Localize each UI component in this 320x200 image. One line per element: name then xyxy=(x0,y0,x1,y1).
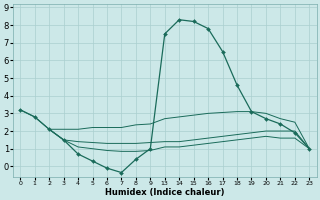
X-axis label: Humidex (Indice chaleur): Humidex (Indice chaleur) xyxy=(105,188,225,197)
